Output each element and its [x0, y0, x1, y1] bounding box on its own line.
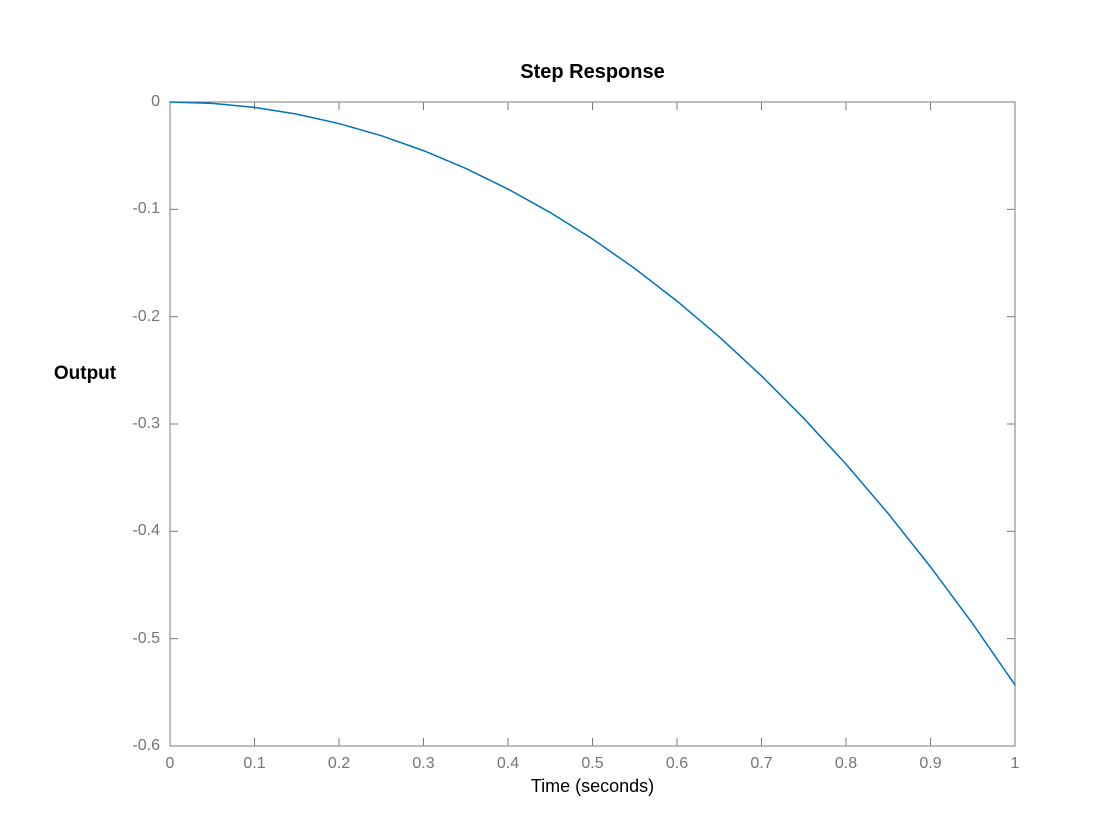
step-response-curve [169, 101, 1016, 686]
y-tick-label: -0.4 [132, 522, 160, 540]
x-tick-label: 0.4 [496, 755, 520, 772]
x-axis-label: Time (seconds) [530, 776, 655, 796]
axes-box [169, 101, 1016, 747]
x-tick-label: 0.9 [919, 755, 942, 772]
y-axis-label: Output [53, 363, 117, 384]
y-tick-label: -0.1 [132, 200, 160, 218]
x-tick-label: 0 [165, 755, 175, 772]
x-tick-label: 0.1 [243, 755, 266, 772]
x-tick-label: 0.2 [327, 755, 351, 772]
x-tick-label: 0.6 [665, 755, 689, 772]
x-tick-label: 0.5 [581, 755, 604, 772]
y-tick-label: 0 [151, 93, 160, 110]
x-tick-label: 0.3 [412, 755, 435, 772]
y-tick-label: -0.5 [132, 629, 160, 647]
chart-title: Step Response [520, 61, 665, 83]
x-tick-label: 0.7 [750, 755, 773, 772]
y-tick-label: -0.3 [132, 415, 160, 432]
y-tick-label: -0.6 [132, 737, 160, 754]
x-tick-label: 0.8 [834, 755, 858, 772]
x-tick-label: 1 [1010, 755, 1020, 772]
y-tick-label: -0.2 [132, 307, 160, 325]
